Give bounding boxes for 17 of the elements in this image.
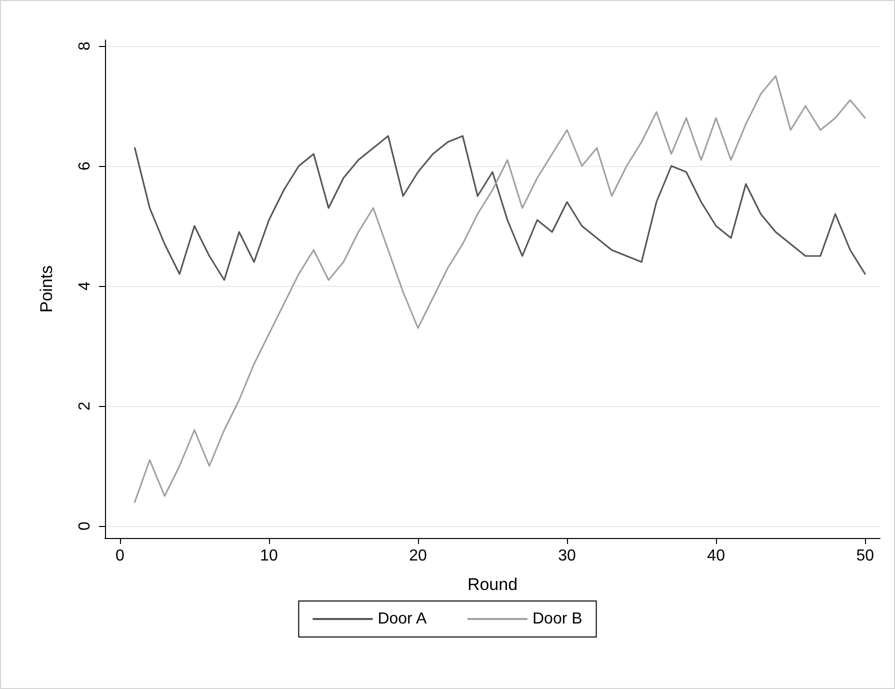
y-tick-label: 8 — [76, 41, 94, 50]
y-tick-label: 6 — [76, 161, 94, 170]
x-tick-label: 10 — [260, 548, 278, 564]
y-tick-label: 0 — [76, 521, 94, 530]
legend-label: Door A — [378, 610, 427, 628]
x-tick-label: 30 — [558, 548, 576, 564]
legend-label: Door B — [532, 610, 582, 628]
x-axis-title: Round — [467, 575, 518, 594]
x-tick-label: 40 — [707, 548, 726, 564]
y-axis-title: Points — [37, 265, 56, 313]
line-series — [134, 135, 866, 281]
x-tick-label: 0 — [115, 548, 124, 564]
x-tick-label: 20 — [409, 548, 427, 564]
y-tick-label: 4 — [76, 281, 94, 290]
line-series — [134, 75, 866, 503]
x-tick-label: 50 — [856, 548, 874, 564]
y-tick-label: 2 — [76, 401, 94, 410]
